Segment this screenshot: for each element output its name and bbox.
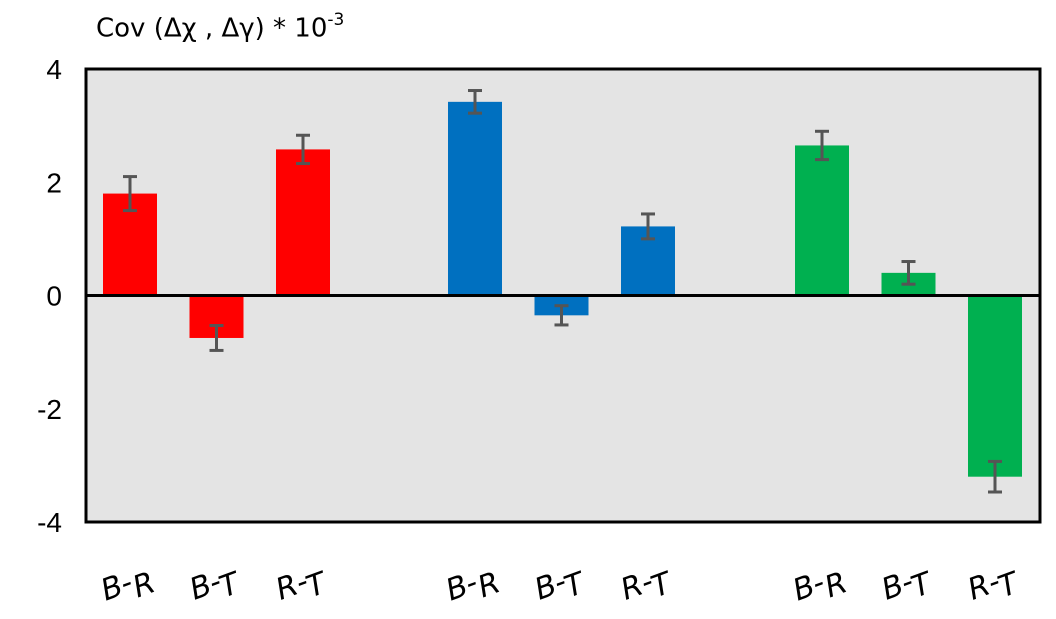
y-axis-label-exponent: -3 (327, 10, 345, 30)
x-tick-label: B-R (788, 558, 851, 616)
y-tick-label: -4 (37, 507, 62, 538)
bar (276, 149, 330, 296)
x-tick-label: R-T (616, 558, 678, 616)
x-tick-label: B-T (530, 558, 591, 615)
x-tick-label: B-R (441, 558, 504, 616)
bar (448, 101, 502, 296)
x-tick-label: B-R (96, 558, 159, 616)
bar (968, 295, 1022, 477)
x-tick-label: B-T (877, 558, 938, 615)
y-axis-label: Cov (Δχ , Δγ) * 10-3 (96, 10, 345, 44)
y-tick-label: 0 (46, 281, 62, 312)
y-axis-label-text: Cov (Δχ , Δγ) * 10 (96, 13, 328, 44)
y-tick-label: 2 (46, 167, 62, 198)
bar (795, 145, 849, 296)
x-tick-label: B-T (185, 558, 246, 615)
x-tick-label: R-T (271, 558, 333, 616)
x-tick-label: R-T (963, 558, 1025, 616)
plot-border (84, 67, 1042, 524)
y-tick-label: -2 (37, 394, 62, 425)
y-tick-label: 4 (46, 54, 62, 85)
